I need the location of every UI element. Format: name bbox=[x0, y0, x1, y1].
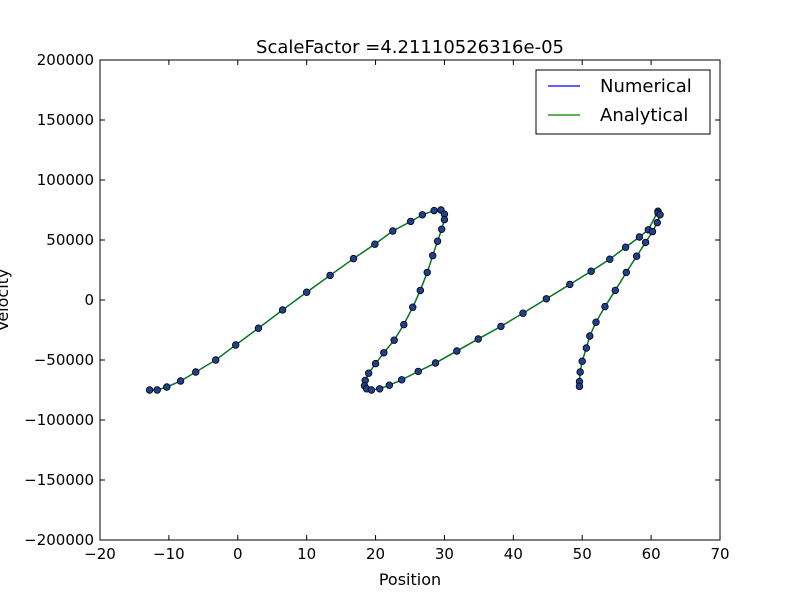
data-point bbox=[611, 286, 619, 295]
data-point bbox=[398, 376, 406, 384]
x-tick-label: −20 bbox=[84, 545, 116, 563]
data-point bbox=[431, 359, 440, 367]
data-point bbox=[433, 237, 442, 245]
y-tick-label: −200000 bbox=[24, 531, 94, 549]
x-tick-label: 70 bbox=[710, 545, 729, 563]
data-point bbox=[418, 211, 427, 219]
data-point bbox=[621, 243, 630, 251]
data-point bbox=[416, 286, 425, 295]
data-point bbox=[601, 302, 609, 311]
data-point bbox=[406, 217, 415, 226]
data-point bbox=[367, 386, 376, 394]
data-point bbox=[635, 233, 644, 241]
y-axis: −200000 −150000 −100000 −50000 0 50000 100000 1… bbox=[24, 51, 720, 549]
data-point bbox=[497, 322, 505, 331]
data-point bbox=[440, 215, 449, 224]
data-point bbox=[437, 225, 446, 233]
data-point bbox=[566, 280, 574, 289]
y-tick-label: 150000 bbox=[37, 111, 94, 129]
data-point bbox=[648, 227, 657, 236]
y-axis-label: Velocity bbox=[0, 269, 12, 332]
x-tick-label: 50 bbox=[573, 545, 592, 563]
data-point bbox=[575, 382, 584, 391]
data-point bbox=[587, 267, 595, 275]
data-point bbox=[371, 359, 380, 368]
data-point bbox=[163, 383, 171, 391]
data-point bbox=[641, 238, 650, 247]
data-point bbox=[606, 255, 614, 263]
x-tick-label: 60 bbox=[642, 545, 661, 563]
x-axis-label: Position bbox=[379, 570, 441, 589]
data-point bbox=[622, 268, 631, 277]
data-point bbox=[586, 332, 594, 340]
legend-label-numerical: Numerical bbox=[600, 76, 692, 97]
data-point bbox=[380, 349, 388, 357]
data-point bbox=[389, 227, 397, 235]
legend: Numerical Analytical bbox=[535, 69, 711, 135]
data-point bbox=[423, 268, 431, 277]
data-point bbox=[302, 288, 311, 296]
data-point bbox=[582, 344, 591, 352]
y-tick-label: −50000 bbox=[34, 351, 94, 369]
data-point bbox=[390, 336, 398, 344]
data-point bbox=[653, 218, 662, 227]
data-point bbox=[176, 377, 185, 385]
data-point bbox=[429, 251, 437, 260]
data-point bbox=[385, 381, 394, 389]
x-tick-label: 0 bbox=[233, 545, 243, 563]
data-point bbox=[192, 368, 200, 376]
data-point bbox=[212, 356, 220, 364]
y-tick-label: 100000 bbox=[37, 171, 94, 189]
data-point bbox=[326, 271, 334, 280]
data-point bbox=[542, 295, 551, 303]
data-point bbox=[375, 385, 384, 393]
x-tick-label: 30 bbox=[435, 545, 454, 563]
data-point bbox=[400, 320, 408, 329]
data-point bbox=[364, 369, 373, 377]
x-tick-label: −10 bbox=[153, 545, 185, 563]
data-point bbox=[349, 254, 358, 263]
data-point bbox=[153, 386, 161, 394]
y-tick-label: 200000 bbox=[37, 51, 94, 69]
data-point bbox=[145, 386, 154, 394]
y-tick-label: 0 bbox=[84, 291, 94, 309]
x-axis: −20 −10 0 10 20 30 40 50 60 70 bbox=[84, 60, 730, 563]
data-point bbox=[453, 347, 461, 355]
data-point bbox=[409, 303, 417, 311]
y-tick-label: −100000 bbox=[24, 411, 94, 429]
data-point bbox=[519, 309, 527, 317]
data-point bbox=[656, 211, 664, 219]
data-point bbox=[232, 341, 240, 349]
data-point bbox=[592, 318, 600, 326]
y-tick-label: 50000 bbox=[46, 231, 94, 249]
chart-title: ScaleFactor =4.21110526316e-05 bbox=[256, 37, 564, 58]
data-point bbox=[578, 357, 586, 365]
data-point bbox=[371, 240, 379, 248]
data-point bbox=[254, 324, 263, 332]
x-tick-label: 10 bbox=[297, 545, 316, 563]
x-tick-label: 20 bbox=[366, 545, 385, 563]
x-tick-label: 40 bbox=[504, 545, 523, 563]
data-point bbox=[576, 368, 584, 376]
data-point bbox=[430, 206, 438, 215]
data-point bbox=[414, 367, 422, 376]
data-point bbox=[632, 252, 641, 260]
legend-box bbox=[535, 69, 711, 135]
y-tick-label: −150000 bbox=[24, 471, 94, 489]
legend-label-analytical: Analytical bbox=[600, 105, 688, 126]
data-point bbox=[474, 335, 482, 343]
data-point bbox=[278, 306, 287, 314]
